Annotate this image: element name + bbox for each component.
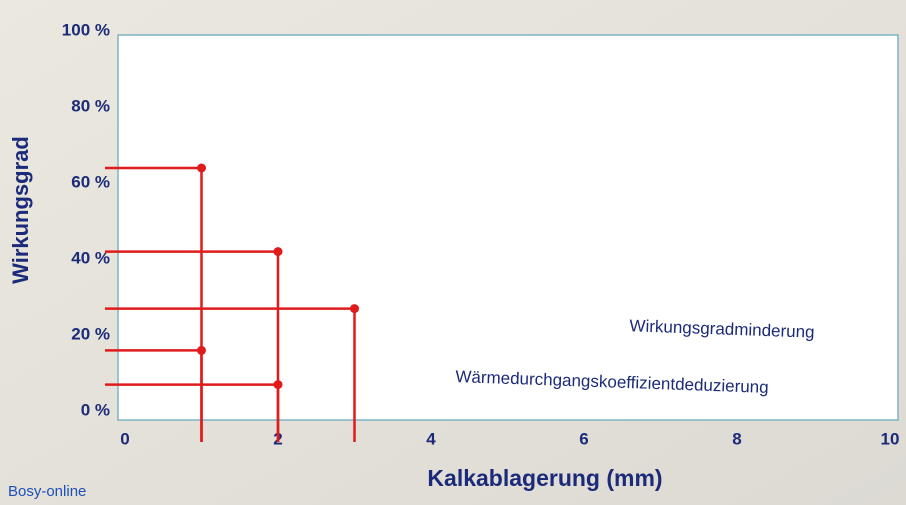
y-tick-label: 0 %	[81, 400, 110, 419]
x-axis-label: Kalkablagerung (mm)	[427, 465, 662, 491]
y-tick-label: 40 %	[71, 248, 110, 267]
source: Bosy-online	[8, 483, 86, 500]
guide-point	[197, 345, 206, 355]
y-tick-label: 100 %	[62, 20, 110, 39]
x-tick-label: 8	[732, 429, 741, 448]
guide-point	[197, 163, 206, 173]
x-tick-label: 4	[426, 429, 436, 448]
y-tick-label: 20 %	[71, 324, 110, 343]
x-tick-label: 0	[120, 429, 129, 448]
guide-point	[273, 247, 283, 257]
x-tick-label: 10	[881, 429, 900, 448]
y-tick-label: 60 %	[71, 172, 110, 191]
x-tick-label: 6	[579, 429, 588, 448]
plot-area	[117, 34, 899, 421]
guide-point	[350, 304, 359, 314]
y-axis-label: Wirkungsgrad	[8, 136, 33, 284]
y-tick-label: 80 %	[71, 96, 110, 115]
guide-point	[273, 380, 283, 390]
